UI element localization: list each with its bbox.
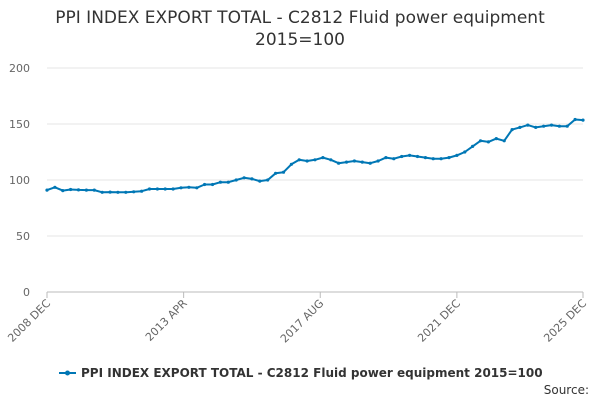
data-point[interactable]	[155, 187, 159, 191]
data-point[interactable]	[478, 139, 483, 143]
data-point[interactable]	[400, 154, 404, 159]
data-point[interactable]	[573, 117, 577, 122]
axis-layer: 0 50 100 150 200 2008 DEC 2013 APR 2017 AUG 2021…	[5, 62, 589, 345]
data-point[interactable]	[266, 178, 270, 182]
data-point[interactable]	[510, 128, 514, 132]
data-point[interactable]	[471, 144, 475, 148]
data-point[interactable]	[45, 188, 49, 192]
data-point[interactable]	[124, 190, 128, 194]
x-tick-label: 2008 DEC	[5, 297, 53, 345]
data-point[interactable]	[494, 137, 498, 141]
x-tick-label: 2025 DEC	[541, 297, 589, 345]
data-point[interactable]	[53, 185, 57, 189]
y-tick-label: 0	[23, 286, 30, 299]
data-point[interactable]	[116, 190, 120, 194]
y-tick-label: 100	[9, 174, 30, 187]
data-point[interactable]	[408, 153, 412, 157]
data-point[interactable]	[360, 160, 364, 164]
data-point[interactable]	[534, 125, 538, 129]
data-point[interactable]	[234, 178, 238, 182]
data-point[interactable]	[329, 158, 333, 162]
data-point[interactable]	[76, 188, 81, 192]
data-point[interactable]	[439, 157, 443, 161]
data-point[interactable]	[195, 186, 199, 190]
data-point[interactable]	[84, 188, 88, 192]
data-point[interactable]	[179, 186, 183, 190]
y-tick-label: 50	[16, 230, 30, 243]
data-point[interactable]	[368, 161, 372, 165]
data-point[interactable]	[163, 187, 167, 191]
data-point[interactable]	[132, 190, 136, 194]
data-point[interactable]	[455, 153, 459, 157]
data-point[interactable]	[518, 125, 522, 129]
data-point[interactable]	[226, 180, 230, 184]
data-point[interactable]	[431, 157, 435, 161]
data-point[interactable]	[376, 159, 380, 163]
chart-title: PPI INDEX EXPORT TOTAL - C2812 Fluid pow…	[55, 8, 545, 28]
data-point[interactable]	[100, 190, 104, 194]
data-point[interactable]	[203, 182, 207, 187]
x-tick-label: 2017 AUG	[278, 297, 327, 346]
data-point[interactable]	[313, 158, 317, 162]
data-point[interactable]	[92, 188, 96, 192]
data-point[interactable]	[69, 187, 73, 192]
data-point[interactable]	[210, 182, 215, 187]
data-point[interactable]	[187, 185, 191, 189]
data-point[interactable]	[297, 158, 301, 162]
source-label: Source:	[544, 383, 589, 397]
data-point[interactable]	[392, 157, 396, 161]
data-point[interactable]	[549, 123, 554, 127]
data-point[interactable]	[140, 189, 144, 193]
data-point[interactable]	[542, 124, 546, 128]
data-point[interactable]	[423, 156, 427, 160]
data-point[interactable]	[486, 140, 490, 144]
data-point[interactable]	[557, 124, 562, 128]
x-tick-label: 2021 DEC	[415, 297, 463, 345]
data-point[interactable]	[218, 180, 222, 184]
legend-label: PPI INDEX EXPORT TOTAL - C2812 Fluid pow…	[81, 366, 543, 380]
data-point[interactable]	[305, 159, 309, 163]
chart-subtitle: 2015=100	[255, 30, 345, 50]
data-point[interactable]	[581, 118, 585, 122]
data-point[interactable]	[344, 160, 349, 164]
series-layer	[45, 117, 585, 194]
data-point[interactable]	[565, 124, 569, 128]
data-point[interactable]	[61, 189, 65, 193]
data-point[interactable]	[242, 176, 246, 180]
data-point[interactable]	[337, 161, 341, 165]
data-point[interactable]	[447, 156, 451, 160]
data-point[interactable]	[463, 150, 467, 154]
data-point[interactable]	[289, 162, 293, 166]
legend[interactable]: PPI INDEX EXPORT TOTAL - C2812 Fluid pow…	[59, 366, 543, 380]
legend-dot-marker	[65, 370, 70, 376]
data-point[interactable]	[526, 123, 530, 127]
series-line	[46, 118, 584, 194]
x-tick-label: 2013 APR	[143, 297, 190, 344]
data-point[interactable]	[108, 190, 112, 194]
data-point[interactable]	[352, 159, 356, 163]
y-tick-label: 150	[9, 118, 30, 131]
grid-layer	[47, 67, 583, 293]
data-point[interactable]	[384, 156, 388, 160]
data-point[interactable]	[258, 179, 262, 183]
data-point[interactable]	[274, 171, 278, 175]
data-point[interactable]	[147, 187, 152, 191]
y-tick-label: 200	[9, 62, 30, 75]
data-point[interactable]	[281, 170, 286, 174]
data-point[interactable]	[502, 139, 506, 143]
data-point[interactable]	[171, 187, 175, 191]
data-point[interactable]	[321, 156, 325, 160]
data-point[interactable]	[415, 154, 420, 159]
data-point[interactable]	[250, 177, 254, 181]
